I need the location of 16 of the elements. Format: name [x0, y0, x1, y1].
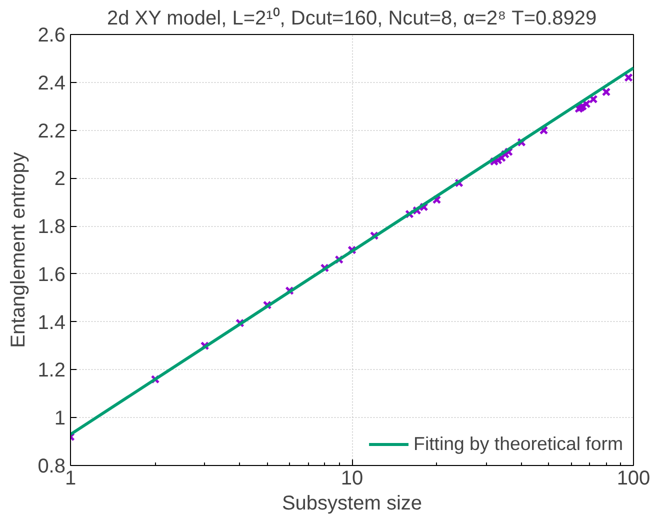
x-axis-title: Subsystem size: [282, 492, 422, 514]
y-tick-label: 2.2: [38, 120, 66, 142]
legend-label: Fitting by theoretical form: [414, 433, 623, 455]
chart-title: 2d XY model, L=2¹⁰, Dcut=160, Ncut=8, α=2⁸ T=0.8929: [106, 6, 597, 30]
y-tick-label: 0.8: [38, 456, 66, 478]
y-tick-label: 1: [54, 408, 66, 430]
y-tick-label: 1.4: [38, 312, 66, 334]
y-tick-label: 1.6: [38, 264, 66, 286]
x-tick-label: 10: [340, 468, 364, 490]
y-tick-label: 1.8: [38, 216, 66, 238]
y-axis-title: Entanglement entropy: [8, 152, 30, 348]
y-tick-label: 2.4: [38, 72, 66, 94]
y-tick-label: 1.2: [38, 360, 66, 382]
y-tick-label: 2: [54, 168, 66, 190]
y-tick-label: 2.6: [38, 24, 66, 46]
x-tick-label: 100: [616, 468, 650, 490]
